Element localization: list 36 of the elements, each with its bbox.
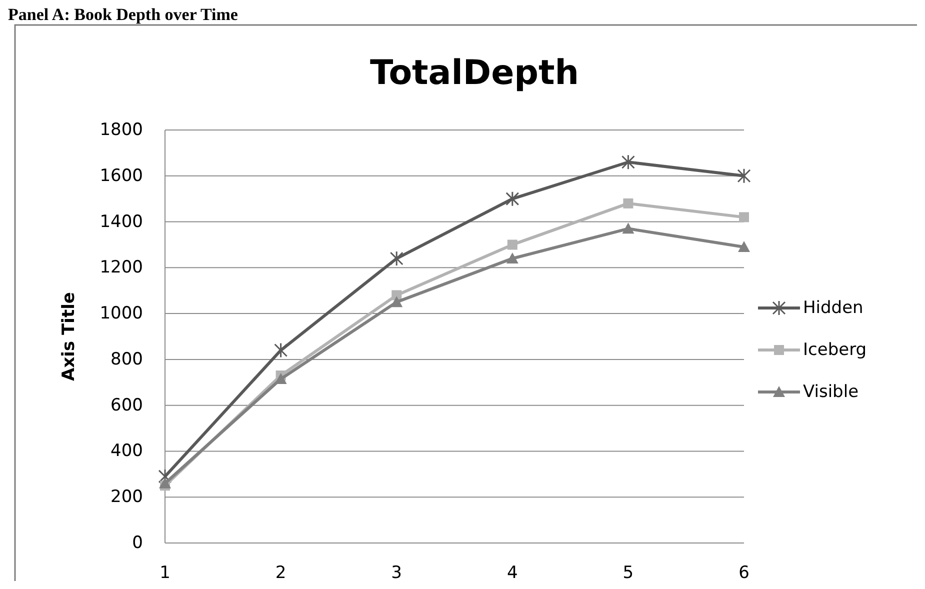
- x-tick-label: 2: [275, 563, 286, 583]
- point: [274, 342, 288, 358]
- y-tick-label: 800: [110, 349, 143, 370]
- point: [390, 250, 404, 266]
- x-tick-label: 3: [391, 563, 402, 583]
- y-tick-label: 1800: [100, 120, 143, 140]
- point: [159, 477, 171, 488]
- y-axis-title: Axis Title: [59, 292, 79, 381]
- chart-subtitle: Panel A: Book Depth over Time: [8, 5, 238, 24]
- point: [623, 198, 634, 208]
- y-tick-label: 200: [110, 487, 143, 508]
- legend-label: Hidden: [803, 298, 864, 318]
- x-tick-label: 1: [160, 563, 170, 583]
- x-tick-label: 4: [506, 563, 518, 583]
- chart-title: TotalDepth: [370, 53, 579, 93]
- x-tick-label: 5: [622, 563, 634, 583]
- y-tick-label: 600: [110, 395, 143, 416]
- point: [622, 222, 634, 234]
- legend-label: Iceberg: [803, 340, 867, 360]
- point: [737, 168, 751, 184]
- y-tick-label: 400: [110, 441, 143, 462]
- y-tick-label: 1000: [100, 304, 143, 324]
- point: [507, 240, 518, 250]
- point: [739, 212, 749, 222]
- y-tick-label: 1400: [100, 212, 143, 232]
- y-tick-label: 1200: [100, 258, 143, 278]
- point: [506, 191, 520, 207]
- point: [390, 296, 403, 308]
- point: [158, 468, 172, 484]
- x-tick-label: 6: [738, 563, 750, 583]
- y-tick-label: 1600: [100, 166, 143, 186]
- legend-label: Visible: [803, 382, 859, 402]
- point: [738, 241, 750, 252]
- y-tick-label: 0: [132, 533, 143, 553]
- point: [506, 252, 518, 264]
- point: [621, 154, 635, 170]
